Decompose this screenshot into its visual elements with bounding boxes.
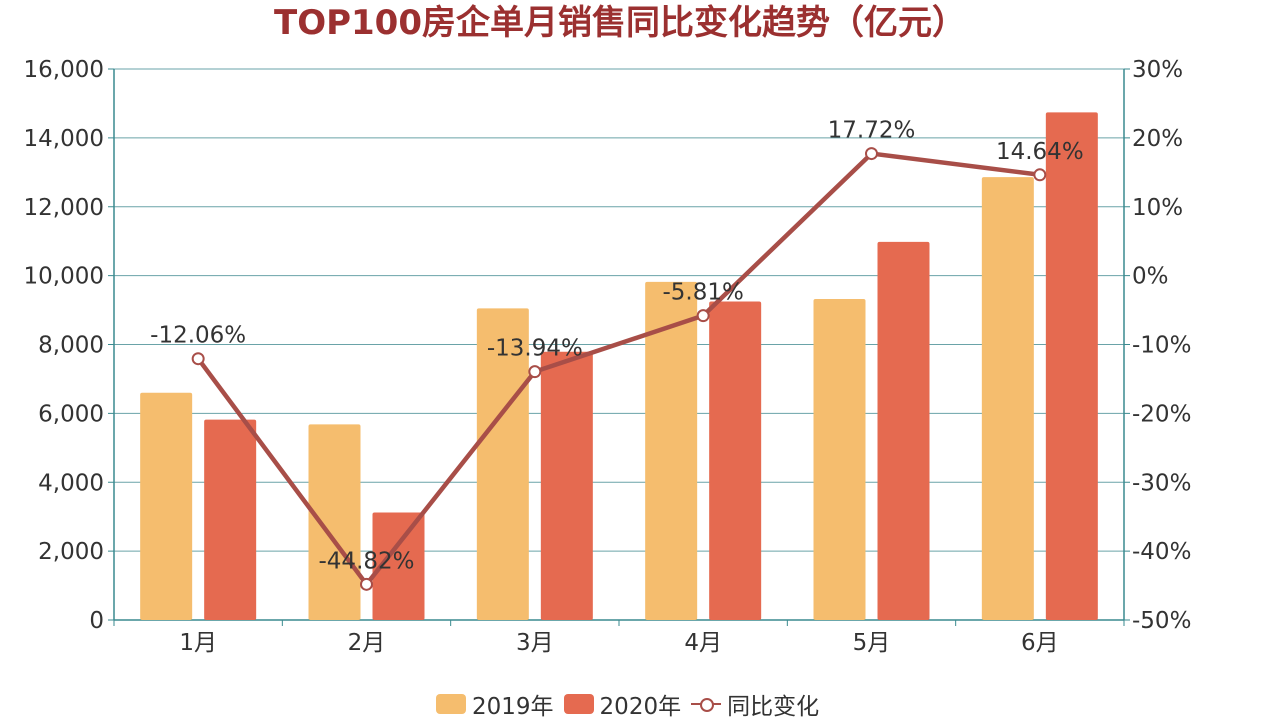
bar-2019-2 [308, 424, 361, 620]
legend-label: 2019年 [472, 694, 554, 720]
bar-2019-5 [813, 299, 866, 620]
y-right-tick-label: 0% [1132, 264, 1169, 290]
yoy-point-1 [191, 352, 205, 366]
bar-2019-1 [140, 392, 193, 620]
bar-2020-6 [1045, 112, 1098, 621]
yoy-data-label: -13.94% [487, 336, 583, 362]
legend-item-3[interactable]: 同比变化 [691, 687, 819, 721]
chart-title: TOP100房企单月销售同比变化趋势（亿元） [274, 3, 966, 43]
y-left-tick-label: 0 [89, 608, 104, 634]
bar-2020-5 [877, 241, 930, 620]
y-left-tick-label: 12,000 [24, 195, 104, 221]
x-tick-label: 4月 [684, 630, 722, 656]
x-tick-label: 5月 [853, 630, 891, 656]
y-left-tick-label: 6,000 [38, 401, 104, 427]
yoy-data-label: -12.06% [150, 323, 246, 349]
y-left-tick-label: 4,000 [38, 470, 104, 496]
bar-2019-3 [476, 308, 529, 620]
y-left-tick-label: 10,000 [24, 264, 104, 290]
y-right-tick-label: -40% [1132, 539, 1191, 565]
yoy-data-label: 17.72% [828, 118, 916, 144]
y-right-tick-label: -20% [1132, 401, 1191, 427]
y-left-tick-label: 2,000 [38, 539, 104, 565]
bar-2020-4 [709, 301, 762, 620]
legend-item-1[interactable]: 2019年 [436, 687, 554, 721]
y-right-tick-label: 20% [1132, 126, 1183, 152]
y-right-tick-label: -50% [1132, 608, 1191, 634]
legend-swatch [563, 694, 594, 714]
yoy-point-2 [360, 577, 373, 591]
x-tick-label: 3月 [516, 630, 554, 656]
bar-2020-1 [204, 419, 257, 620]
bar-2020-3 [540, 351, 593, 620]
y-right-tick-label: -10% [1132, 333, 1191, 359]
chart-legend[interactable]: 2019年 2020年 同比变化 [436, 688, 829, 720]
combo-chart: 0 2,000 4,000 6,000 8,000 10,000 12,000 14,000 1… [24, 57, 1192, 656]
legend-label: 2020年 [599, 694, 682, 720]
x-tick-label: 6月 [1021, 630, 1059, 656]
yoy-point-5 [865, 147, 878, 161]
yoy-data-label: -44.82% [319, 548, 415, 574]
y-left-tick-label: 8,000 [38, 333, 104, 359]
x-tick-label: 1月 [179, 630, 217, 656]
legend-line-marker-icon [691, 694, 722, 714]
y-right-tick-label: -30% [1132, 470, 1191, 496]
yoy-point-4 [696, 309, 710, 323]
yoy-data-label: 14.64% [996, 139, 1084, 165]
y-left-tick-label: 14,000 [24, 126, 104, 152]
y-right-tick-label: 30% [1132, 57, 1183, 83]
legend-swatch [436, 694, 466, 714]
yoy-change-line [196, 151, 1041, 587]
bar-2020-2 [372, 512, 425, 620]
yoy-point-6 [1033, 168, 1047, 182]
y-right-tick-label: 10% [1132, 195, 1183, 221]
x-tick-label: 2月 [348, 630, 386, 656]
y-left-tick-label: 16,000 [24, 57, 104, 83]
legend-item-2[interactable]: 2020年 [563, 687, 682, 721]
yoy-point-3 [528, 365, 542, 379]
bar-2019-6 [981, 177, 1034, 621]
yoy-data-label: -5.81% [662, 280, 743, 306]
bar-2019-4 [645, 281, 698, 620]
legend-label: 同比变化 [727, 694, 820, 720]
